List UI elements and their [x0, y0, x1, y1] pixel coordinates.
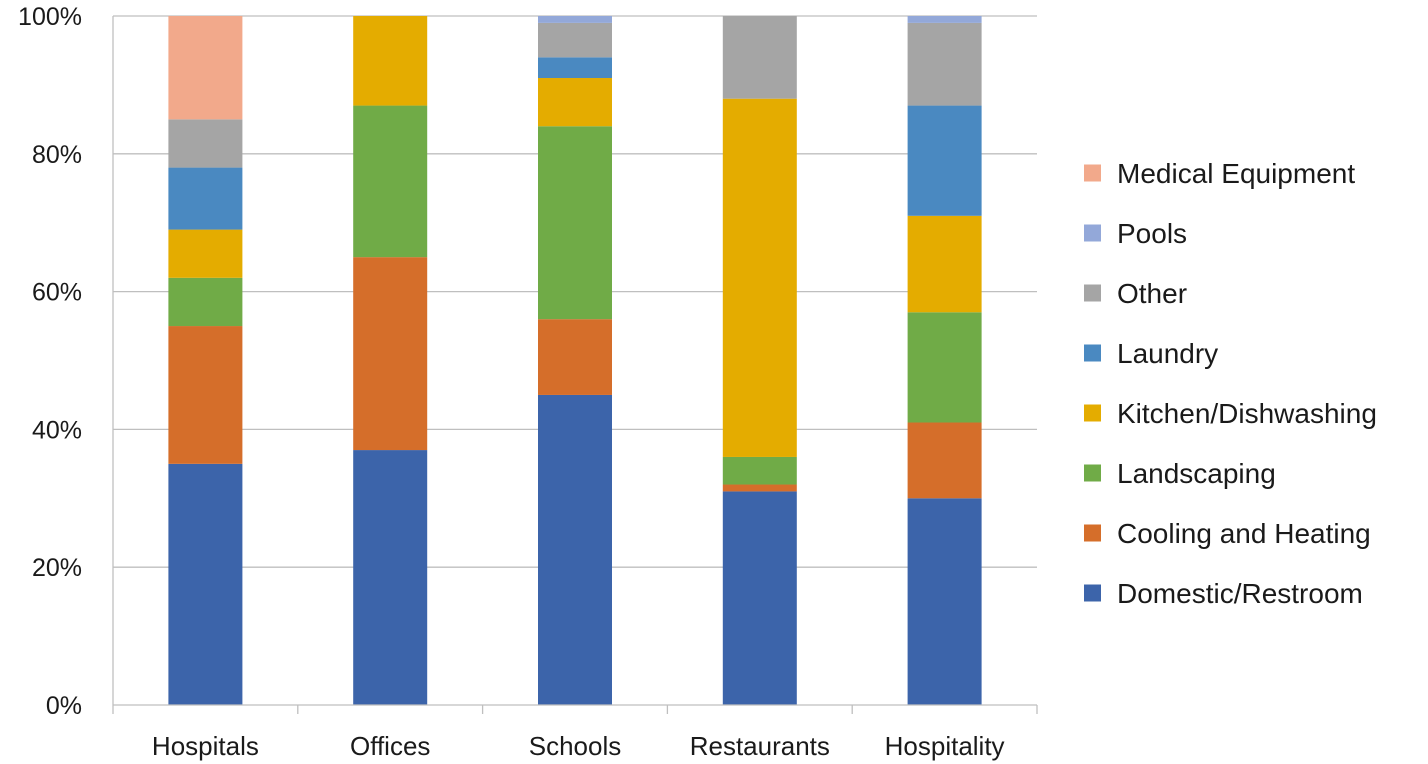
x-category-label: Restaurants [690, 731, 830, 761]
y-tick-label: 40% [32, 416, 82, 444]
bar-segment [722, 491, 797, 705]
bar-segment [353, 257, 428, 451]
bar-segment [353, 16, 428, 106]
bar-segment [353, 450, 428, 705]
legend-label: Kitchen/Dishwashing [1117, 398, 1377, 429]
legend-swatch [1084, 284, 1101, 302]
bar-segment [907, 215, 982, 313]
legend-swatch [1084, 584, 1101, 602]
bar-segment [538, 78, 612, 127]
y-tick-label: 80% [32, 141, 82, 169]
bar-segment [722, 484, 797, 492]
bar-segment [907, 105, 982, 216]
legend-label: Cooling and Heating [1117, 518, 1371, 549]
bar-segment [907, 22, 982, 106]
legend-label: Pools [1117, 218, 1187, 249]
legend-label: Landscaping [1117, 458, 1276, 489]
bar-segment [722, 16, 797, 99]
y-tick-label: 0% [46, 692, 82, 720]
bar-segment [907, 312, 982, 423]
y-tick-label: 60% [32, 279, 82, 307]
y-axis-tick-labels: 0% 20% 40% 60% 80% 100% [18, 3, 82, 720]
legend-label: Medical Equipment [1117, 158, 1355, 189]
y-tick-label: 100% [18, 3, 82, 31]
bar-segment [722, 98, 797, 457]
legend-label: Domestic/Restroom [1117, 578, 1363, 609]
bar-segment [538, 16, 612, 23]
bar-segment [722, 456, 797, 485]
bar-segment [168, 229, 243, 278]
legend-label: Other [1117, 278, 1187, 309]
x-category-label: Hospitals [152, 731, 259, 761]
bar-segment [907, 422, 982, 499]
bar-segment [538, 126, 612, 320]
bar-segments [168, 16, 982, 705]
legend-swatch [1084, 464, 1101, 482]
bar-segment [538, 57, 612, 79]
bar-segment [168, 167, 243, 230]
legend-swatch [1084, 164, 1101, 182]
axes [112, 16, 1038, 714]
bar-segment [168, 326, 243, 464]
legend-swatch [1084, 224, 1101, 242]
legend-swatch [1084, 344, 1101, 362]
legend-swatch [1084, 524, 1101, 542]
legend-swatch [1084, 404, 1101, 422]
bar-segment [168, 277, 243, 327]
legend: Medical Equipment Pools Other Laundry Kitche… [1084, 158, 1377, 609]
bar-segment [168, 119, 243, 168]
bar-segment [538, 22, 612, 58]
x-category-label: Offices [350, 731, 430, 761]
x-category-label: Schools [529, 731, 622, 761]
bar-segment [538, 394, 612, 705]
x-category-label: Hospitality [885, 731, 1005, 761]
bar-segment [907, 16, 982, 23]
legend-label: Laundry [1117, 338, 1218, 369]
bar-segment [168, 463, 243, 705]
x-axis-category-labels: Hospitals Offices Schools Restaurants Hospit… [152, 731, 1005, 761]
bar-segment [353, 105, 428, 258]
bar-segment [168, 16, 243, 120]
bar-segment [538, 319, 612, 395]
bar-segment [907, 498, 982, 705]
y-tick-label: 20% [32, 554, 82, 582]
